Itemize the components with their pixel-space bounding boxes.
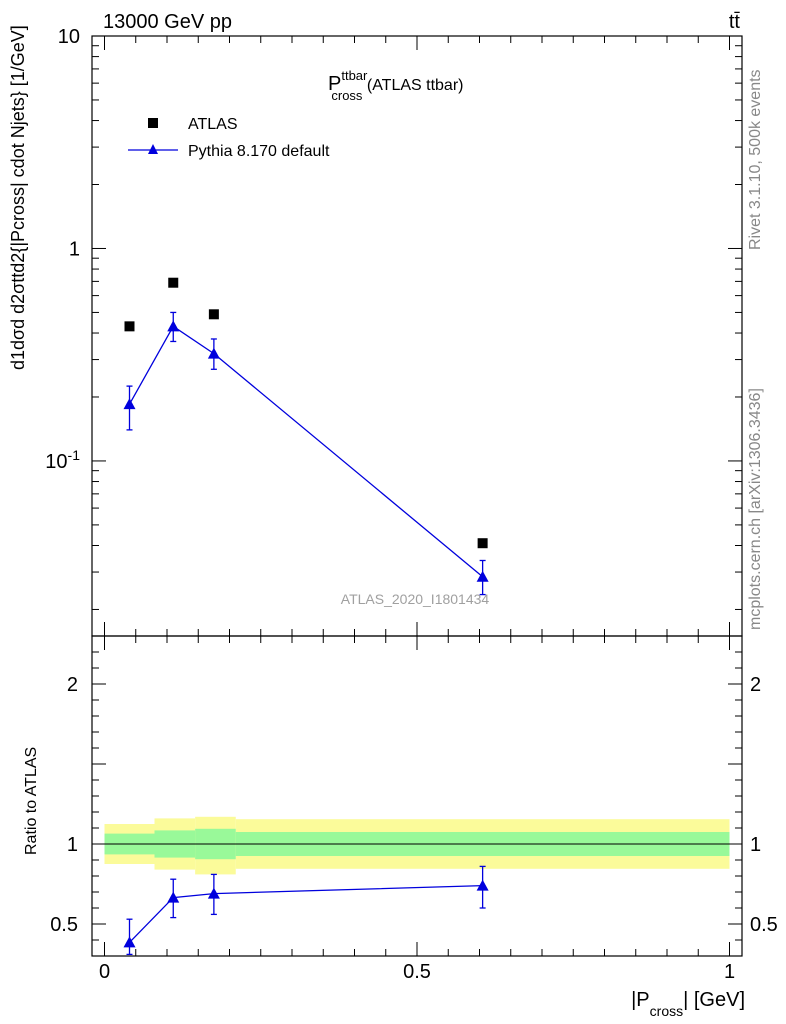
ratio-pythia-line xyxy=(129,884,483,943)
pythia-series-line xyxy=(128,325,484,578)
legend-pythia-label: Pythia 8.170 default xyxy=(188,143,330,160)
atlas-point xyxy=(208,309,219,320)
x-axis-label: |Pcross| [GeV] xyxy=(631,989,745,1019)
ratio-plot-frame xyxy=(91,635,743,957)
ratio-pythia-point xyxy=(476,879,489,891)
ratio-y-tick-label-left: 2 xyxy=(67,674,78,696)
pythia-point xyxy=(207,347,220,359)
rivet-version-label: Rivet 3.1.10, 500k events xyxy=(747,69,764,250)
pythia-point xyxy=(167,320,180,332)
ratio-y-axis-label: Ratio to ATLAS xyxy=(23,747,40,855)
ratio-y-tick-label-left: 1 xyxy=(67,834,78,856)
ratio-pythia-point xyxy=(167,891,180,903)
ratio-y-tick-label-right: 1 xyxy=(750,834,761,856)
x-tick-label: 0 xyxy=(99,961,110,983)
legend-atlas-label: ATLAS xyxy=(188,116,238,133)
x-tick-label: 1 xyxy=(724,961,735,983)
pythia-point xyxy=(123,398,136,410)
ratio-pythia-point xyxy=(123,936,136,948)
analysis-watermark: ATLAS_2020_I1801434 xyxy=(341,591,490,607)
main-y-tick-label: 10-1 xyxy=(45,447,80,473)
mcplots-label: mcplots.cern.ch [arXiv:1306.3436] xyxy=(747,388,764,630)
atlas-point xyxy=(477,538,488,549)
energy-label: 13000 GeV pp xyxy=(103,11,232,33)
legend-atlas-marker xyxy=(148,118,158,128)
ratio-y-tick-label-right: 0.5 xyxy=(750,914,778,936)
ratio-pythia-point xyxy=(207,887,220,899)
atlas-point xyxy=(124,321,135,332)
main-y-tick-label: 1 xyxy=(69,238,80,260)
ratio-y-tick-label-right: 2 xyxy=(750,674,761,696)
main-y-tick-label: 10 xyxy=(58,26,80,48)
process-label: tt̄ xyxy=(729,11,741,33)
atlas-point xyxy=(168,277,179,288)
main-title: Pttbar cross (ATLAS ttbar) xyxy=(328,68,463,103)
legend: ATLAS Pythia 8.170 default xyxy=(128,116,330,160)
legend-pythia-marker xyxy=(148,144,158,154)
pythia-point xyxy=(476,570,489,582)
ratio-y-tick-label-left: 0.5 xyxy=(50,914,78,936)
main-y-axis-label: d1dσd d2σttd2{|Pcross| cdot Njets} [1/Ge… xyxy=(8,25,28,370)
x-tick-label: 0.5 xyxy=(403,961,431,983)
